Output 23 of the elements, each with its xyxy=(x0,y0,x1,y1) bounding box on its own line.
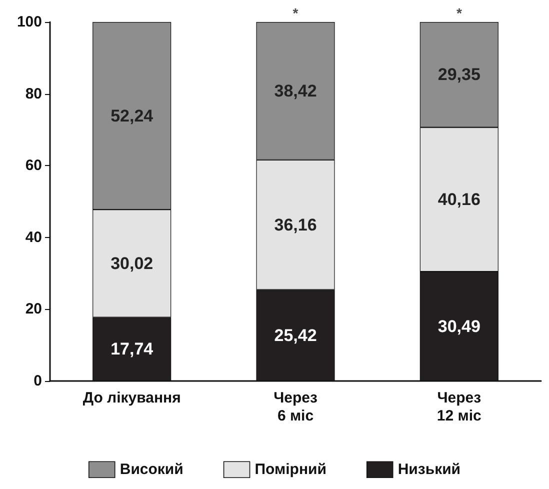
legend-label: Високий xyxy=(120,461,184,478)
x-tick-label: Через 6 міс xyxy=(274,390,318,424)
data-label: 30,49 xyxy=(438,316,480,336)
data-label: 30,02 xyxy=(110,254,154,273)
y-tick-label: 20 xyxy=(25,300,42,318)
legend-label: Низький xyxy=(398,461,461,478)
y-tick-label: 100 xyxy=(16,14,42,30)
x-tick-label: До лікування xyxy=(82,390,181,406)
annotation: * xyxy=(456,5,462,21)
y-tick-label: 60 xyxy=(25,157,42,174)
legend-label: Помірний xyxy=(254,461,326,478)
data-label: 38,42 xyxy=(274,81,317,100)
data-label: 29,35 xyxy=(438,65,480,84)
annotation: * xyxy=(292,5,299,21)
y-tick-label: 0 xyxy=(34,372,42,390)
data-label: 17,74 xyxy=(110,340,154,359)
data-label: 52,24 xyxy=(110,106,154,126)
y-tick-label: 40 xyxy=(25,228,42,246)
x-tick-label: Через 12 міс xyxy=(436,390,482,424)
y-tick-label: 80 xyxy=(25,85,42,102)
data-label: 25,42 xyxy=(274,326,317,345)
data-label: 40,16 xyxy=(438,190,480,209)
data-label: 36,16 xyxy=(274,215,317,234)
